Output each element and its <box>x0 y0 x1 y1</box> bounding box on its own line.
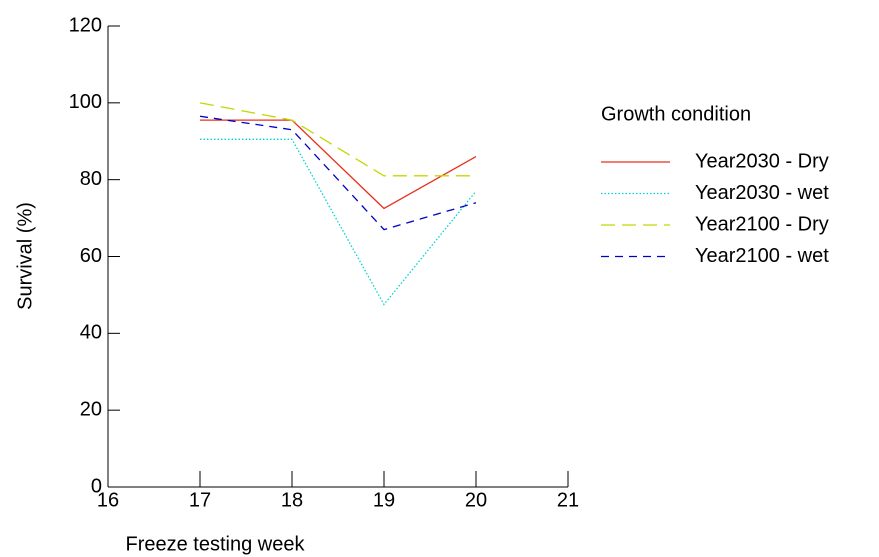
y-tick-label: 40 <box>80 322 102 344</box>
x-axis-label: Freeze testing week <box>126 533 306 555</box>
y-tick-label: 0 <box>91 475 102 497</box>
y-tick-label: 120 <box>69 14 102 36</box>
x-tick-label: 17 <box>189 489 211 511</box>
legend-title: Growth condition <box>601 103 751 125</box>
x-tick-label: 18 <box>281 489 303 511</box>
x-tick-label: 19 <box>373 489 395 511</box>
x-tick-label: 16 <box>97 489 119 511</box>
legend-label: Year2030 - Dry <box>695 150 829 172</box>
series-line <box>199 102 476 177</box>
x-tick-label: 21 <box>557 489 579 511</box>
y-tick-label: 100 <box>69 91 102 113</box>
y-tick-label: 60 <box>80 245 102 267</box>
series-line <box>200 138 477 306</box>
y-tick-label: 20 <box>80 398 102 420</box>
series-line <box>200 119 477 210</box>
legend-label: Year2100 - wet <box>695 245 829 267</box>
y-tick-label: 80 <box>80 168 102 190</box>
legend-label: Year2030 - wet <box>695 182 829 204</box>
x-tick-label: 20 <box>465 489 487 511</box>
legend-label: Year2100 - Dry <box>695 213 829 235</box>
series-line <box>199 115 477 231</box>
y-axis-label: Survival (%) <box>14 202 36 310</box>
